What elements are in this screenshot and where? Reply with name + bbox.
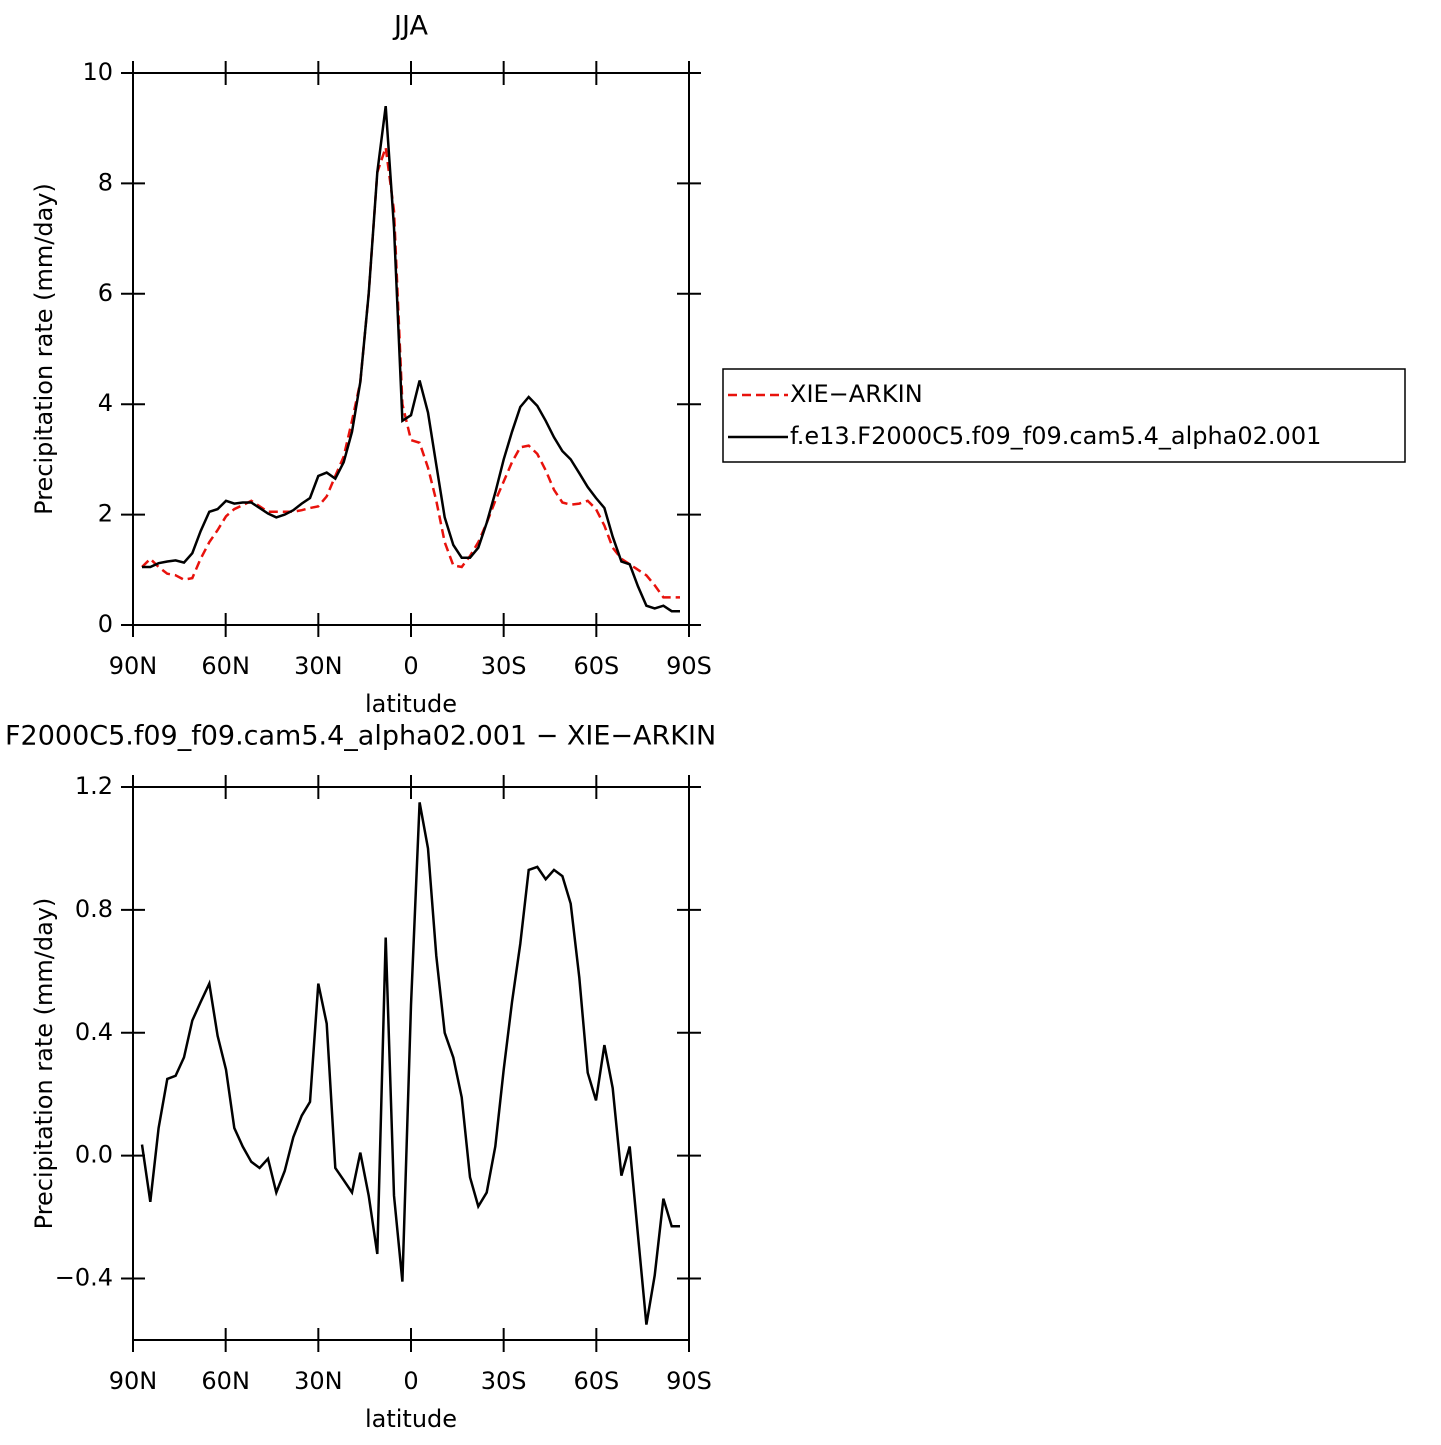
chart-title: JJA: [392, 11, 428, 42]
plot-frame: [132, 786, 690, 1341]
y-tick-label: 6: [98, 279, 113, 307]
x-tick-label: 90N: [109, 652, 158, 680]
x-tick-label: 90N: [109, 1367, 158, 1395]
plot-frame: [132, 72, 690, 626]
x-axis-label: latitude: [365, 690, 457, 718]
legend-label: f.e13.F2000C5.f09_f09.cam5.4_alpha02.001: [790, 422, 1321, 450]
x-tick-label: 60N: [201, 1367, 250, 1395]
x-tick-label: 60S: [573, 652, 619, 680]
data-line: [140, 802, 680, 1325]
x-tick-label: 0: [403, 1367, 418, 1395]
y-tick-label: 0.4: [75, 1018, 113, 1046]
x-tick-label: 30N: [294, 652, 343, 680]
legend-box: [722, 368, 1406, 463]
y-tick-label: 10: [82, 58, 113, 86]
y-tick-label: 0.8: [75, 895, 113, 923]
y-tick-label: −0.4: [55, 1264, 113, 1292]
x-tick-label: 30S: [481, 1367, 527, 1395]
y-axis-label: Precipitation rate (mm/day): [30, 183, 58, 515]
x-tick-label: 30N: [294, 1367, 343, 1395]
y-tick-label: 1.2: [75, 772, 113, 800]
y-tick-label: 2: [98, 500, 113, 528]
x-tick-label: 0: [403, 652, 418, 680]
y-tick-label: 0.0: [75, 1141, 113, 1169]
x-tick-label: 90S: [666, 652, 712, 680]
y-axis-label: Precipitation rate (mm/day): [30, 898, 58, 1230]
x-tick-label: 30S: [481, 652, 527, 680]
x-axis-label: latitude: [365, 1405, 457, 1433]
x-tick-label: 60S: [573, 1367, 619, 1395]
chart-title: F2000C5.f09_f09.cam5.4_alpha02.001 − XIE…: [5, 721, 716, 752]
x-tick-label: 60N: [201, 652, 250, 680]
legend-label: XIE−ARKIN: [790, 380, 923, 408]
data-line: [142, 105, 680, 613]
data-line: [141, 147, 680, 599]
y-tick-label: 0: [98, 610, 113, 638]
x-tick-label: 90S: [666, 1367, 712, 1395]
y-tick-label: 4: [98, 389, 113, 417]
y-tick-label: 8: [98, 168, 113, 196]
